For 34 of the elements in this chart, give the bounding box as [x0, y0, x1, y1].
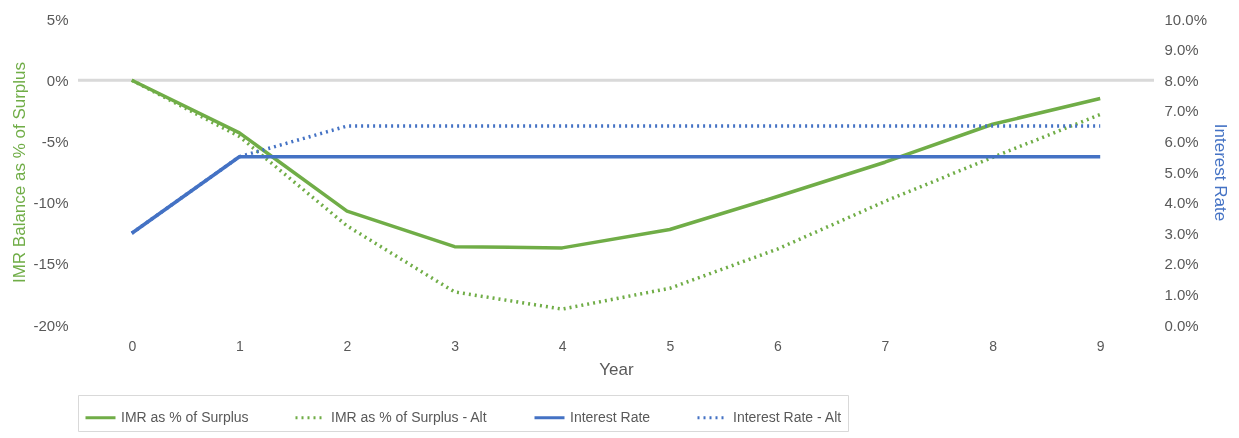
y2-tick-label: 4.0%: [1164, 194, 1199, 212]
x-tick-label: 2: [343, 337, 352, 354]
y-tick-label: -10%: [33, 194, 69, 212]
x-tick-label: 8: [989, 337, 998, 354]
legend-label: Interest Rate - Alt: [733, 408, 842, 425]
legend-label: Interest Rate: [570, 408, 651, 425]
y2-tick-label: 9.0%: [1164, 41, 1199, 59]
y2-tick-label: 1.0%: [1164, 285, 1199, 303]
x-tick-label: 6: [774, 337, 782, 354]
y-tick-label: -15%: [33, 255, 69, 273]
y2-tick-label: 0.0%: [1164, 316, 1199, 334]
legend-label: IMR as % of Surplus - Alt: [331, 408, 487, 425]
y2-tick-label: 3.0%: [1164, 224, 1199, 242]
y2-tick-label: 7.0%: [1164, 102, 1199, 120]
x-tick-label: 3: [451, 337, 460, 354]
y-axis-title: IMR Balance as % of Surplus: [10, 61, 30, 284]
legend-label: IMR as % of Surplus: [121, 408, 249, 425]
y2-axis-title: Interest Rate: [1211, 123, 1231, 222]
y-tick-label: 0%: [46, 71, 69, 89]
x-axis-title: Year: [599, 359, 635, 379]
y2-tick-label: 5.0%: [1164, 163, 1199, 181]
x-tick-label: 5: [666, 337, 675, 354]
x-tick-label: 7: [881, 337, 890, 354]
y2-tick-label: 2.0%: [1164, 255, 1199, 273]
x-tick-label: 0: [128, 337, 137, 354]
x-tick-label: 4: [558, 337, 567, 354]
y-tick-label: -5%: [41, 132, 69, 150]
y2-tick-label: 8.0%: [1164, 71, 1199, 89]
y-tick-label: 5%: [46, 10, 69, 28]
x-tick-label: 1: [236, 337, 244, 354]
y-tick-label: -20%: [33, 316, 69, 334]
y2-tick-label: 6.0%: [1164, 132, 1199, 150]
x-tick-label: 9: [1096, 337, 1105, 354]
y2-tick-label: 10.0%: [1164, 10, 1208, 28]
